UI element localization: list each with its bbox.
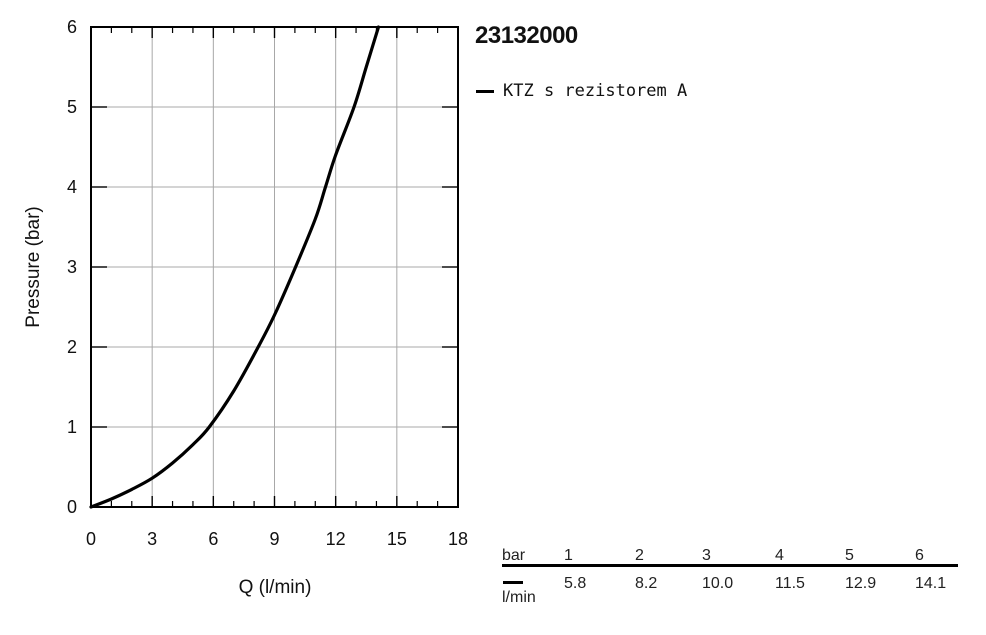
- table-line-swatch: [503, 581, 523, 584]
- legend: KTZ s rezistorem A: [476, 81, 687, 101]
- y-tick-label: 4: [67, 177, 77, 197]
- y-tick-label: 1: [67, 417, 77, 437]
- product-title: 23132000: [475, 22, 578, 49]
- flow-unit-label: l/min: [502, 589, 536, 606]
- pressure-flow-table: bar l/min 1 2 3 4 5 6 5.8 8.2 10.0 11.5 …: [502, 547, 958, 617]
- pressure-unit-label: bar: [502, 547, 526, 564]
- x-tick-label: 9: [269, 529, 279, 549]
- series-line-ktz: [89, 25, 381, 509]
- legend-line-swatch: [476, 89, 494, 93]
- table-flow-cell: 12.9: [845, 575, 877, 592]
- table-flow-cell: 5.8: [564, 575, 587, 592]
- table-pressure-cell: 4: [775, 547, 784, 564]
- y-axis-title: Pressure (bar): [23, 206, 44, 327]
- x-tick-label: 3: [147, 529, 157, 549]
- y-tick-label: 3: [67, 257, 77, 277]
- table-pressure-cell: 1: [564, 547, 573, 564]
- plot-area-frame: [90, 26, 459, 508]
- table-rule: [502, 564, 958, 567]
- x-tick-label: 12: [326, 529, 346, 549]
- x-tick-labels: 0 3 6 9 12 15 18: [86, 529, 468, 549]
- grid: [90, 26, 459, 508]
- y-tick-label: 6: [67, 17, 77, 37]
- y-tick-label: 2: [67, 337, 77, 357]
- x-tick-label: 0: [86, 529, 96, 549]
- table-pressure-cell: 3: [702, 547, 711, 564]
- y-tick-labels: 0 1 2 3 4 5 6: [67, 17, 77, 517]
- y-tick-label: 0: [67, 497, 77, 517]
- table-pressure-cell: 6: [915, 547, 924, 564]
- table-flow-cell: 10.0: [702, 575, 734, 592]
- table-pressure-cell: 5: [845, 547, 854, 564]
- x-tick-label: 15: [387, 529, 407, 549]
- legend-label: KTZ s rezistorem A: [503, 81, 688, 101]
- x-tick-label: 18: [448, 529, 468, 549]
- table-flow-cell: 8.2: [635, 575, 658, 592]
- y-tick-label: 5: [67, 97, 77, 117]
- table-pressure-cell: 2: [635, 547, 644, 564]
- x-axis-title: Q (l/min): [239, 577, 312, 598]
- x-tick-label: 6: [208, 529, 218, 549]
- table-flow-cell: 11.5: [775, 575, 805, 592]
- table-flow-cell: 14.1: [915, 575, 947, 592]
